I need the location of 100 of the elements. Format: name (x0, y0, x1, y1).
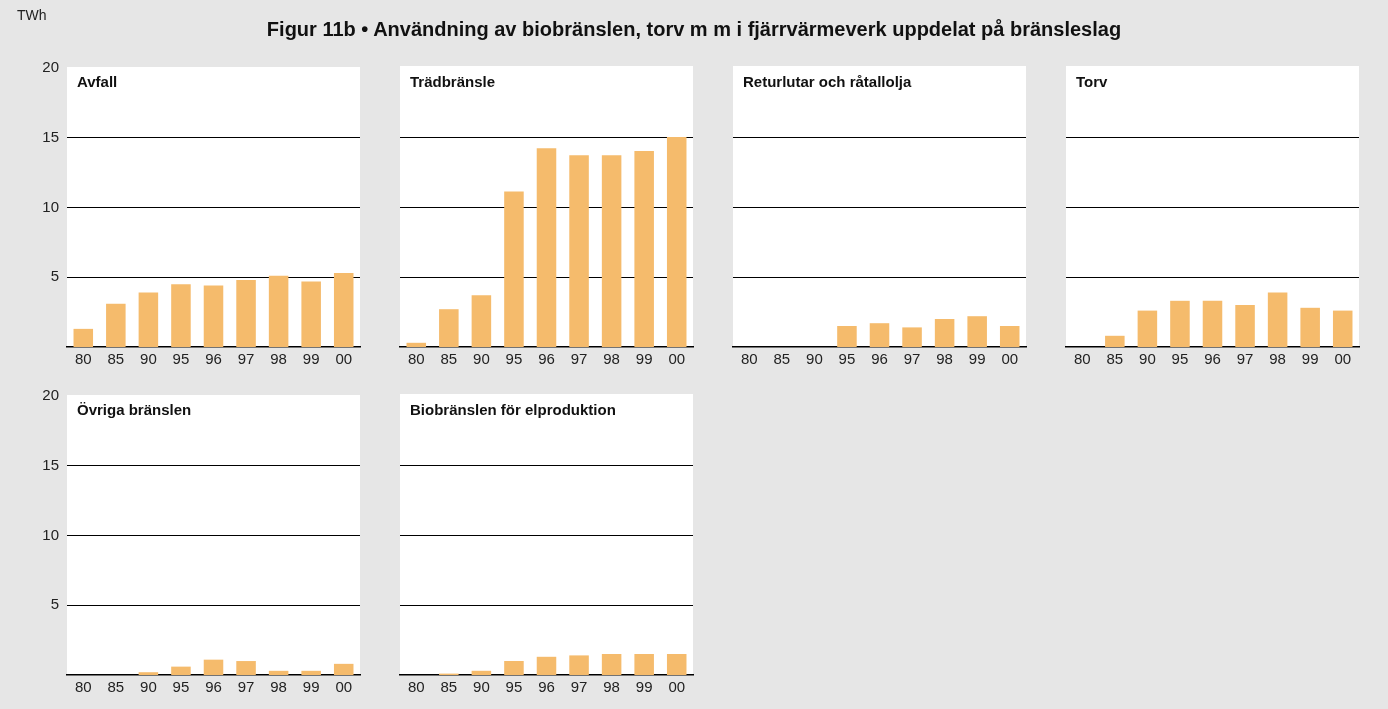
x-tick-label: 98 (936, 350, 953, 368)
y-tick-label: 5 (50, 595, 59, 613)
y-tick-label: 15 (42, 127, 59, 145)
x-tick-label: 80 (74, 350, 92, 368)
bar (73, 328, 94, 347)
x-tick-label: 99 (302, 350, 320, 368)
bar (569, 155, 589, 347)
x-tick-label: 99 (635, 350, 653, 368)
x-tick-label: 85 (107, 350, 125, 368)
text: Figur 11b • Användning av biobränslen, torv m m i fjärrvärmeverk uppdelat på bränsleslag (266, 18, 1122, 40)
x-tick-label: 90 (806, 350, 823, 368)
x-tick-label: 80 (407, 350, 425, 368)
x-tick-label: 90 (1139, 350, 1156, 368)
bar (634, 654, 654, 675)
bar (1202, 300, 1223, 347)
x-tick-label: 90 (473, 678, 490, 696)
x-tick-label: 00 (668, 350, 686, 368)
bar (1170, 300, 1190, 347)
bar (439, 309, 459, 347)
bar (236, 661, 256, 675)
x-tick-label: 95 (505, 350, 523, 368)
bar (666, 137, 687, 347)
chart-title: Returlutar och råtallolja (743, 73, 912, 90)
x-tick-label: 98 (270, 350, 287, 368)
x-tick-label: 97 (570, 678, 588, 696)
bar (106, 303, 126, 347)
y-axis-title: TWh (17, 7, 47, 23)
x-tick-label: 00 (335, 678, 353, 696)
bar (869, 323, 890, 347)
bar (171, 666, 191, 675)
x-tick-label: 95 (1171, 350, 1189, 368)
x-tick-label: 90 (140, 350, 157, 368)
x-tick-label: 99 (968, 350, 986, 368)
x-tick-label: 90 (473, 350, 490, 368)
bar (1267, 292, 1288, 347)
x-tick-label: 97 (237, 678, 255, 696)
bar (171, 284, 191, 347)
bar (569, 655, 589, 675)
x-tick-label: 85 (773, 350, 791, 368)
bar (504, 661, 524, 675)
bar (471, 670, 492, 675)
x-tick-label: 99 (302, 678, 320, 696)
x-tick-label: 98 (270, 678, 287, 696)
bar (406, 342, 427, 347)
x-tick-label: 00 (335, 350, 353, 368)
bar (1137, 310, 1158, 347)
bar (203, 659, 224, 675)
x-tick-label: 00 (1334, 350, 1352, 368)
bar (471, 295, 492, 347)
bar (236, 280, 256, 347)
x-tick-label: 98 (603, 678, 620, 696)
x-tick-label: 00 (1001, 350, 1019, 368)
bar (999, 326, 1020, 347)
bar (333, 273, 354, 347)
bar (967, 316, 987, 347)
x-tick-label: 96 (538, 350, 555, 368)
x-tick-label: 80 (74, 678, 92, 696)
x-tick-label: 96 (205, 678, 222, 696)
bar (301, 670, 321, 675)
x-tick-label: 95 (172, 678, 190, 696)
x-tick-label: 96 (1204, 350, 1221, 368)
bar (268, 670, 289, 675)
bar (1300, 307, 1320, 347)
bar (138, 292, 159, 347)
bar (268, 275, 289, 347)
x-tick-label: 97 (570, 350, 588, 368)
x-tick-label: 96 (205, 350, 222, 368)
x-tick-label: 95 (838, 350, 856, 368)
x-tick-label: 98 (603, 350, 620, 368)
chart-title: Avfall (77, 73, 118, 90)
chart-title: Torv (1076, 73, 1108, 90)
y-tick-label: 20 (42, 386, 59, 404)
x-tick-label: 00 (668, 678, 686, 696)
x-tick-label: 95 (172, 350, 190, 368)
x-tick-label: 97 (903, 350, 921, 368)
chart-title: Övriga bränslen (77, 401, 192, 418)
bar (504, 191, 524, 347)
x-tick-label: 90 (140, 678, 157, 696)
x-tick-label: 96 (538, 678, 555, 696)
bar (203, 285, 224, 347)
bar (666, 654, 687, 675)
x-tick-label: 99 (1301, 350, 1319, 368)
x-tick-label: 85 (440, 350, 458, 368)
chart-title: Trädbränsle (410, 73, 496, 90)
bar (601, 654, 622, 675)
x-tick-label: 99 (635, 678, 653, 696)
y-tick-label: 20 (42, 58, 59, 76)
x-tick-label: 80 (740, 350, 758, 368)
x-tick-label: 96 (871, 350, 888, 368)
x-tick-label: 98 (1269, 350, 1286, 368)
bar (1105, 335, 1125, 347)
bar (601, 155, 622, 347)
bar (902, 327, 922, 347)
bar (333, 663, 354, 675)
x-tick-label: 80 (1073, 350, 1091, 368)
x-tick-label: 85 (440, 678, 458, 696)
y-tick-label: 10 (42, 525, 59, 543)
bar (536, 656, 557, 675)
x-tick-label: 95 (505, 678, 523, 696)
x-tick-label: 85 (1106, 350, 1124, 368)
